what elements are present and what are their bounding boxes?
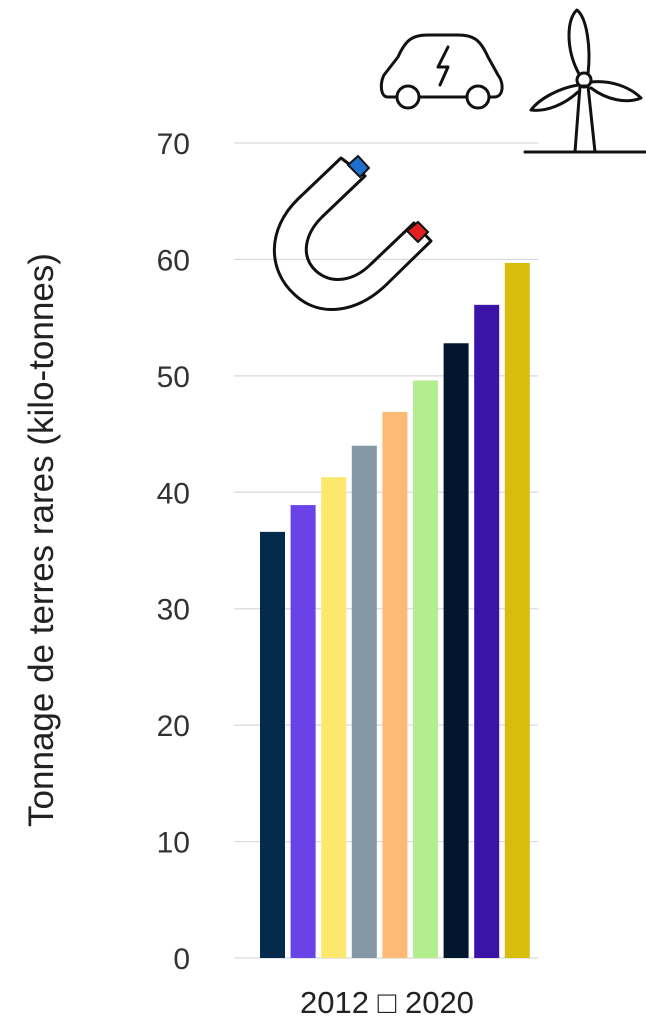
y-tick-label: 0 (173, 943, 190, 976)
y-tick-labels: 0 10 20 30 40 50 60 70 (157, 128, 190, 976)
y-tick-label: 10 (157, 827, 190, 860)
y-tick-label: 60 (157, 244, 190, 277)
x-axis-label: 2012 □ 2020 (300, 985, 474, 1020)
bar-2016 (382, 411, 408, 958)
magnet-icon (272, 154, 433, 311)
y-tick-label: 70 (157, 128, 190, 161)
electric-car-icon (379, 33, 504, 110)
bars (260, 262, 530, 959)
wind-turbine-icon (523, 8, 646, 154)
bar-2013 (290, 505, 316, 958)
bar-2018 (443, 343, 469, 958)
bar-2012 (260, 531, 285, 958)
bar-2019 (474, 304, 500, 959)
bar-2015 (351, 445, 377, 958)
y-tick-label: 20 (157, 710, 190, 743)
bar-2014 (321, 477, 347, 958)
y-tick-label: 30 (157, 594, 190, 627)
y-tick-label: 40 (157, 477, 190, 510)
bar-2020 (504, 262, 530, 959)
y-axis-title: Tonnage de terres rares (kilo-tonnes) (22, 253, 61, 827)
y-tick-label: 50 (157, 361, 190, 394)
bar-2017 (413, 380, 438, 958)
